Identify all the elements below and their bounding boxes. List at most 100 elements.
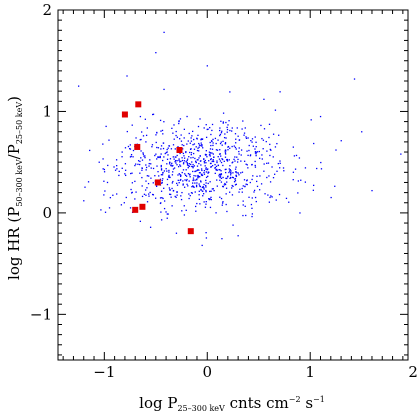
blue-data-point xyxy=(200,180,202,182)
blue-data-point xyxy=(264,193,266,195)
blue-data-point xyxy=(205,179,207,182)
blue-data-point xyxy=(187,165,190,167)
blue-data-point xyxy=(186,143,188,145)
blue-data-point xyxy=(166,148,168,151)
blue-data-point xyxy=(166,151,168,153)
blue-data-point xyxy=(209,155,211,157)
blue-data-point xyxy=(144,155,146,157)
blue-data-point xyxy=(227,124,229,126)
red-square-point xyxy=(139,203,146,210)
blue-data-point xyxy=(180,174,182,177)
blue-data-point xyxy=(234,133,237,135)
blue-data-point xyxy=(148,195,150,197)
blue-data-point xyxy=(160,168,163,170)
blue-data-point xyxy=(268,175,270,177)
blue-data-point xyxy=(148,175,150,177)
blue-data-point xyxy=(231,187,233,189)
blue-data-point xyxy=(269,143,271,146)
blue-data-point xyxy=(231,194,234,196)
blue-data-point xyxy=(251,215,253,218)
blue-data-point xyxy=(236,172,238,174)
blue-data-point xyxy=(166,213,168,215)
blue-data-point xyxy=(163,187,165,189)
blue-data-point xyxy=(137,160,140,162)
blue-data-point xyxy=(207,168,209,170)
blue-data-point xyxy=(225,171,227,174)
blue-data-point xyxy=(242,200,244,202)
blue-outlier-point xyxy=(206,65,208,67)
red-square-point xyxy=(135,101,142,108)
blue-data-point xyxy=(254,152,257,154)
blue-data-point xyxy=(189,151,191,154)
blue-data-point xyxy=(186,178,188,181)
blue-data-point xyxy=(159,156,161,159)
blue-data-point xyxy=(218,173,221,176)
blue-data-point xyxy=(189,176,191,178)
blue-data-point xyxy=(148,162,150,165)
blue-data-point xyxy=(183,162,185,164)
blue-data-point xyxy=(132,156,134,158)
blue-data-point xyxy=(229,177,231,180)
blue-data-point xyxy=(195,170,197,172)
blue-data-point xyxy=(249,154,252,156)
data-points xyxy=(77,31,402,247)
x-tick-label: 0 xyxy=(202,363,212,381)
blue-data-point xyxy=(198,198,200,201)
blue-data-point xyxy=(87,181,90,183)
blue-data-point xyxy=(228,159,230,161)
blue-data-point xyxy=(188,165,191,167)
blue-data-point xyxy=(139,163,141,166)
blue-data-point xyxy=(143,155,145,157)
blue-data-point xyxy=(104,211,107,213)
blue-data-point xyxy=(197,169,199,171)
blue-data-point xyxy=(141,176,143,179)
blue-data-point xyxy=(169,176,171,179)
blue-data-point xyxy=(181,157,183,159)
blue-data-point xyxy=(220,155,222,157)
blue-data-point xyxy=(205,203,207,205)
blue-data-point xyxy=(116,164,118,167)
blue-data-point xyxy=(168,193,171,195)
blue-data-point xyxy=(249,155,252,157)
blue-data-point xyxy=(196,138,198,140)
blue-data-point xyxy=(141,185,143,187)
blue-data-point xyxy=(245,214,247,217)
blue-data-point xyxy=(139,160,141,163)
blue-data-point xyxy=(180,198,183,201)
blue-data-point xyxy=(113,166,115,168)
blue-data-point xyxy=(186,158,189,160)
blue-data-point xyxy=(166,178,169,181)
blue-data-point xyxy=(212,138,214,141)
blue-data-point xyxy=(135,137,137,139)
blue-data-point xyxy=(200,164,202,166)
blue-data-point xyxy=(320,161,322,164)
blue-data-point xyxy=(184,174,187,176)
blue-data-point xyxy=(170,164,172,166)
blue-data-point xyxy=(226,126,228,129)
x-tick-label: −1 xyxy=(93,363,115,381)
blue-data-point xyxy=(200,181,202,183)
blue-data-point xyxy=(155,134,157,136)
red-square-point xyxy=(134,143,141,150)
blue-data-point xyxy=(234,184,237,186)
blue-data-point xyxy=(219,176,221,178)
blue-data-point xyxy=(160,148,162,150)
blue-outlier-point xyxy=(108,207,111,209)
blue-data-point xyxy=(205,191,207,193)
blue-data-point xyxy=(160,211,162,213)
blue-data-point xyxy=(297,180,299,182)
blue-data-point xyxy=(183,160,186,162)
blue-data-point xyxy=(174,156,176,158)
blue-outlier-point xyxy=(98,161,100,163)
blue-data-point xyxy=(219,134,221,137)
blue-data-point xyxy=(193,152,195,155)
red-square-point xyxy=(187,228,194,235)
blue-data-point xyxy=(130,153,133,156)
blue-data-point xyxy=(256,175,258,177)
blue-data-point xyxy=(203,173,206,175)
x-axis-label: log P25–300 keV cnts cm−2 s−1 xyxy=(139,394,325,413)
blue-data-point xyxy=(176,191,178,193)
blue-data-point xyxy=(171,187,173,190)
blue-data-point xyxy=(221,202,224,204)
blue-data-point xyxy=(164,152,166,155)
